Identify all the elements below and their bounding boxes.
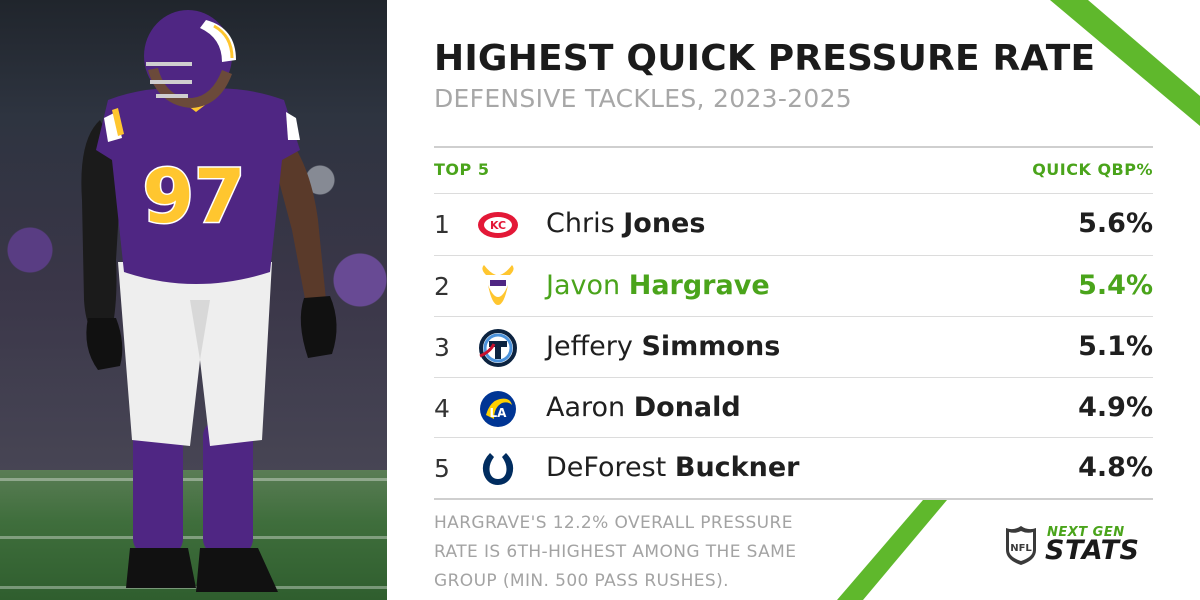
player-figure-icon: 97 xyxy=(81,10,337,592)
stats-panel: HIGHEST QUICK PRESSURE RATE DEFENSIVE TA… xyxy=(387,0,1200,600)
quick-qbp-value: 5.4% xyxy=(1078,270,1153,301)
nfl-shield-icon: NFL xyxy=(1006,526,1036,565)
divider xyxy=(434,146,1153,148)
player-photo: 97 xyxy=(0,0,387,600)
rank: 2 xyxy=(434,272,450,301)
rank: 3 xyxy=(434,333,450,362)
green-stripe-icon xyxy=(837,500,947,600)
chart-subtitle: DEFENSIVE TACKLES, 2023-2025 xyxy=(434,84,853,113)
titans-logo-icon xyxy=(479,329,517,367)
svg-text:KC: KC xyxy=(490,219,506,232)
next-gen-label: NEXT GEN xyxy=(1047,525,1125,540)
quick-qbp-value: 4.9% xyxy=(1078,392,1153,423)
green-stripe-icon xyxy=(1050,0,1200,126)
nfl-label: NFL xyxy=(1010,543,1032,554)
next-gen-stats-logo: NFL NEXT GEN STATS xyxy=(1004,522,1154,570)
divider xyxy=(434,498,1153,500)
colts-logo-icon xyxy=(482,453,514,485)
quick-qbp-value: 5.1% xyxy=(1078,331,1153,362)
chart-title: HIGHEST QUICK PRESSURE RATE xyxy=(434,38,1096,79)
table-row: 4 LA Aaron Donald 4.9% xyxy=(434,378,1153,439)
player-name: Jeffery Simmons xyxy=(546,331,781,362)
stats-label: STATS xyxy=(1045,535,1140,566)
rank: 4 xyxy=(434,394,450,423)
column-header-quick-qbp: QUICK QBP% xyxy=(1032,160,1153,179)
player-name: Javon Hargrave xyxy=(546,270,770,301)
table-row: 2 Javon Hargrave 5.4% xyxy=(434,256,1153,317)
quick-qbp-value: 5.6% xyxy=(1078,208,1153,239)
table-row: 3 Jeffery Simmons 5.1% xyxy=(434,317,1153,378)
quick-qbp-value: 4.8% xyxy=(1078,452,1153,483)
divider xyxy=(434,316,1153,317)
svg-text:LA: LA xyxy=(490,406,508,420)
rank: 1 xyxy=(434,210,450,239)
vikings-logo-icon xyxy=(482,265,514,305)
field-line xyxy=(0,478,387,481)
player-name: Aaron Donald xyxy=(546,392,741,423)
chiefs-logo-icon: KC xyxy=(478,212,518,238)
player-name: Chris Jones xyxy=(546,208,706,239)
rams-logo-icon: LA xyxy=(480,391,516,427)
divider xyxy=(434,437,1153,438)
divider xyxy=(434,255,1153,256)
footnote: HARGRAVE'S 12.2% OVERALL PRESSURE RATE I… xyxy=(434,513,797,591)
field-line xyxy=(0,536,387,539)
column-header-top5: TOP 5 xyxy=(434,160,490,179)
player-name: DeForest Buckner xyxy=(546,452,800,483)
table-row: 5 DeForest Buckner 4.8% xyxy=(434,438,1153,499)
divider xyxy=(434,377,1153,378)
jersey-number: 97 xyxy=(143,154,246,240)
rank: 5 xyxy=(434,454,450,483)
divider xyxy=(434,193,1153,194)
table-row: 1 KC Chris Jones 5.6% xyxy=(434,194,1153,255)
